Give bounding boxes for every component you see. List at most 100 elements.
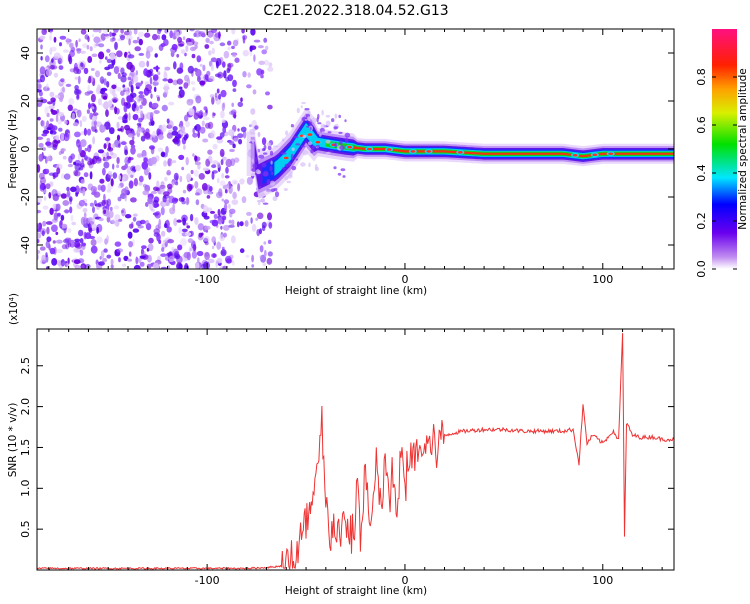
noise-blob	[45, 252, 48, 258]
noise-blob	[49, 247, 56, 255]
noise-blob	[207, 191, 214, 195]
noise-blob	[345, 137, 349, 144]
noise-blob	[103, 78, 107, 86]
noise-blob	[260, 254, 267, 263]
noise-blob	[198, 173, 205, 180]
noise-blob	[71, 221, 77, 226]
noise-blob	[171, 197, 178, 204]
noise-blob	[259, 185, 262, 190]
noise-blob	[222, 265, 228, 269]
noise-blob	[101, 151, 107, 159]
noise-blob	[257, 45, 264, 49]
noise-blob	[75, 243, 83, 249]
noise-blob	[154, 53, 158, 58]
noise-blob	[220, 110, 225, 119]
noise-blob	[261, 163, 267, 168]
noise-blob	[101, 103, 104, 107]
noise-blob	[49, 31, 53, 35]
noise-blob	[195, 199, 200, 206]
noise-blob	[44, 55, 50, 63]
noise-blob	[99, 178, 105, 184]
noise-blob	[300, 145, 306, 148]
noise-blob	[37, 136, 44, 140]
noise-blob	[192, 132, 198, 138]
noise-blob	[41, 133, 48, 137]
noise-blob	[227, 40, 232, 46]
noise-blob	[181, 228, 188, 233]
noise-blob	[229, 212, 233, 218]
noise-blob	[57, 57, 63, 65]
noise-blob	[223, 224, 230, 231]
noise-blob	[97, 39, 102, 43]
noise-blob	[113, 93, 118, 100]
noise-blob	[290, 153, 294, 160]
noise-blob	[51, 58, 54, 63]
noise-blob	[263, 144, 267, 150]
noise-blob	[95, 70, 100, 78]
noise-blob	[61, 244, 68, 250]
noise-blob	[103, 161, 110, 169]
noise-blob	[118, 257, 121, 263]
noise-blob	[272, 196, 278, 202]
noise-blob	[88, 75, 92, 84]
noise-blob	[187, 99, 190, 103]
noise-blob	[150, 72, 154, 76]
noise-blob	[100, 87, 108, 92]
noise-blob	[340, 168, 346, 172]
noise-blob	[211, 47, 215, 55]
noise-blob	[93, 43, 97, 48]
noise-blob	[98, 29, 102, 34]
noise-blob	[39, 184, 45, 192]
noise-blob	[79, 249, 84, 256]
noise-blob	[186, 197, 189, 205]
noise-blob	[192, 127, 195, 134]
noise-blob	[150, 93, 153, 99]
noise-blob	[43, 155, 46, 160]
noise-blob	[49, 91, 55, 98]
noise-blob	[110, 32, 117, 36]
noise-blob	[284, 176, 289, 181]
noise-blob	[164, 176, 168, 182]
noise-blob	[37, 83, 42, 89]
noise-blob	[166, 132, 173, 139]
noise-blob	[272, 145, 279, 148]
noise-blob	[204, 252, 211, 261]
noise-blob	[85, 264, 91, 269]
noise-blob	[42, 220, 47, 227]
noise-blob	[252, 163, 258, 169]
snr-xlabel: Height of straight line (km)	[285, 585, 427, 597]
snr-ticks: -100 0 100 0.5 1.0 1.5 2.0 2.5	[19, 329, 674, 587]
noise-blob	[103, 143, 107, 150]
noise-blob	[137, 257, 142, 263]
noise-blob	[265, 190, 272, 193]
noise-blob	[114, 139, 121, 148]
noise-blob	[184, 232, 192, 237]
noise-blob	[83, 172, 89, 178]
noise-blob	[124, 163, 128, 169]
noise-blob	[128, 112, 131, 121]
noise-blob	[159, 184, 166, 189]
noise-blob	[45, 168, 50, 173]
noise-blob	[197, 164, 201, 170]
y-tick-label: 1.5	[19, 439, 32, 457]
noise-blob	[153, 110, 160, 114]
noise-blob	[117, 72, 121, 80]
noise-blob	[257, 199, 261, 206]
noise-blob	[112, 172, 118, 179]
noise-blob	[201, 183, 208, 191]
noise-blob	[212, 253, 216, 258]
noise-blob	[218, 93, 222, 100]
noise-blob	[128, 251, 132, 257]
noise-blob	[84, 91, 91, 96]
noise-blob	[74, 238, 81, 242]
noise-blob	[93, 188, 96, 194]
noise-blob	[211, 164, 217, 169]
noise-blob	[97, 201, 104, 208]
x-tick-label: -100	[195, 574, 220, 587]
noise-blob	[300, 162, 306, 167]
noise-blob	[167, 239, 175, 244]
noise-blob	[281, 138, 285, 142]
noise-blob	[98, 51, 105, 60]
noise-blob	[202, 112, 208, 117]
noise-blob	[116, 121, 120, 129]
